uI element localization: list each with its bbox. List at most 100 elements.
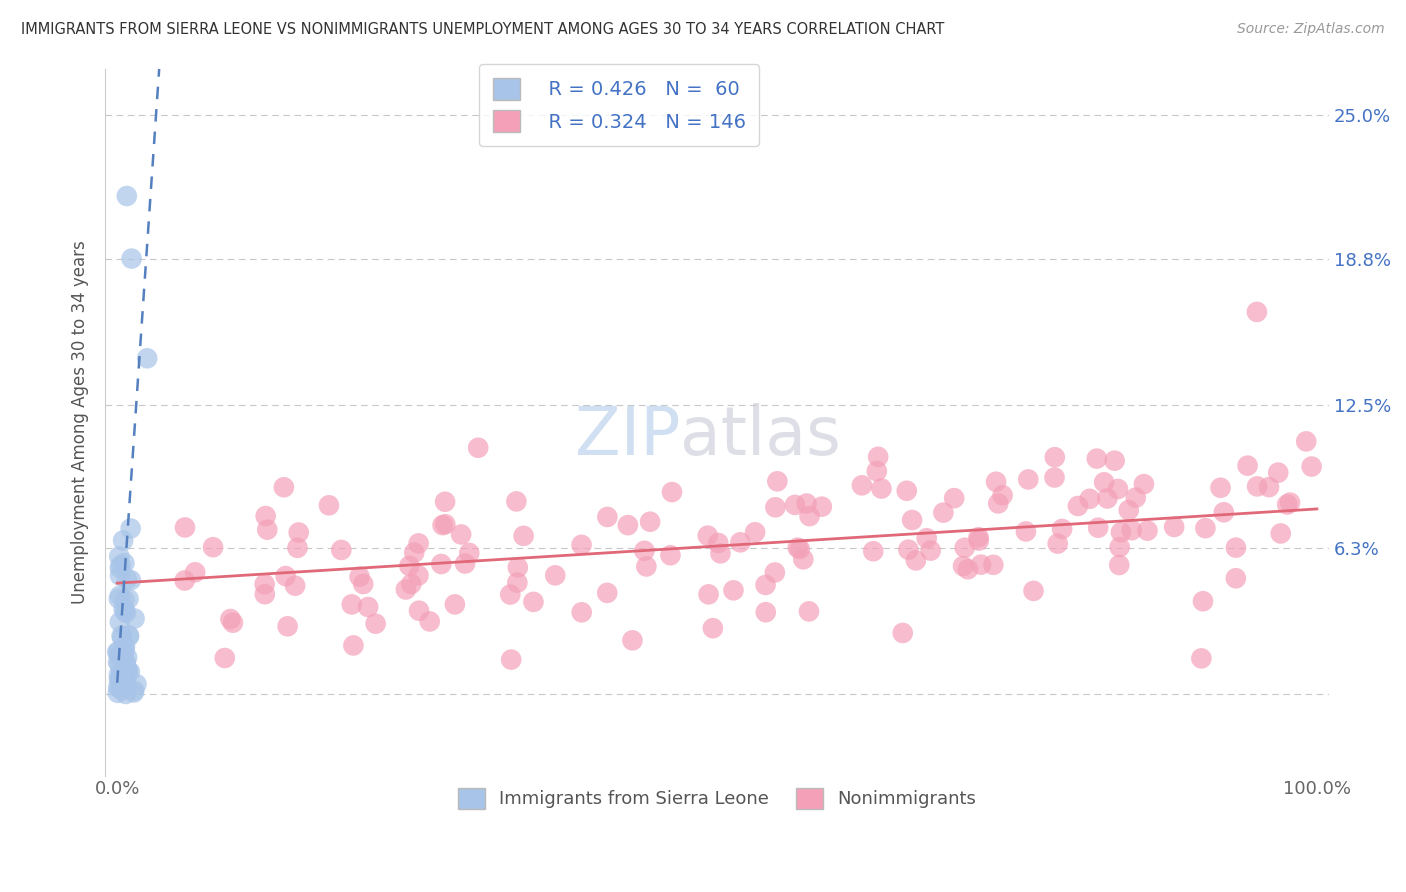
Point bbox=[108, 680, 131, 694]
Point bbox=[967, 533, 990, 548]
Point bbox=[114, 605, 136, 619]
Point bbox=[114, 593, 136, 607]
Point bbox=[222, 615, 245, 630]
Point bbox=[107, 655, 129, 669]
Point bbox=[1225, 571, 1247, 585]
Point bbox=[696, 529, 718, 543]
Point bbox=[330, 543, 353, 558]
Point bbox=[904, 553, 927, 567]
Point bbox=[274, 569, 297, 583]
Point bbox=[434, 495, 457, 509]
Point bbox=[121, 252, 143, 266]
Point bbox=[943, 491, 966, 505]
Point bbox=[797, 604, 820, 618]
Point bbox=[111, 665, 134, 680]
Point bbox=[110, 629, 132, 643]
Point bbox=[112, 602, 135, 616]
Point bbox=[108, 549, 131, 564]
Point bbox=[697, 587, 720, 601]
Point bbox=[1017, 472, 1039, 486]
Point bbox=[1121, 523, 1143, 537]
Point bbox=[796, 496, 818, 510]
Point bbox=[105, 645, 128, 659]
Point bbox=[277, 619, 299, 633]
Point bbox=[118, 629, 141, 643]
Point bbox=[450, 527, 472, 541]
Point bbox=[1136, 524, 1159, 538]
Point bbox=[621, 633, 644, 648]
Point bbox=[108, 657, 131, 671]
Point bbox=[115, 189, 138, 203]
Point bbox=[184, 566, 207, 580]
Point bbox=[792, 552, 814, 566]
Point bbox=[866, 464, 889, 478]
Point bbox=[1097, 491, 1119, 506]
Point bbox=[786, 541, 808, 555]
Point bbox=[342, 639, 364, 653]
Point bbox=[636, 559, 658, 574]
Point bbox=[273, 480, 295, 494]
Point bbox=[115, 572, 138, 586]
Text: ZIP: ZIP bbox=[575, 403, 681, 469]
Point bbox=[896, 483, 918, 498]
Point bbox=[112, 646, 135, 660]
Point bbox=[1085, 451, 1108, 466]
Point bbox=[432, 518, 454, 533]
Point bbox=[110, 558, 132, 573]
Point bbox=[1189, 651, 1212, 665]
Point bbox=[112, 665, 135, 680]
Point bbox=[967, 530, 990, 544]
Point bbox=[915, 531, 938, 545]
Point bbox=[107, 644, 129, 658]
Point bbox=[638, 515, 661, 529]
Point bbox=[408, 568, 430, 582]
Point bbox=[505, 494, 527, 508]
Point bbox=[1246, 305, 1268, 319]
Point bbox=[970, 558, 993, 572]
Point bbox=[522, 595, 544, 609]
Point bbox=[287, 525, 309, 540]
Point bbox=[408, 604, 430, 618]
Point bbox=[506, 575, 529, 590]
Point bbox=[122, 685, 145, 699]
Point bbox=[120, 573, 142, 587]
Point bbox=[108, 615, 131, 629]
Point bbox=[357, 599, 380, 614]
Point bbox=[110, 646, 132, 660]
Point bbox=[467, 441, 489, 455]
Point bbox=[571, 538, 593, 552]
Point bbox=[398, 558, 420, 573]
Point bbox=[501, 652, 523, 666]
Point bbox=[352, 577, 374, 591]
Point bbox=[1043, 450, 1066, 465]
Point bbox=[499, 588, 522, 602]
Point bbox=[1194, 521, 1216, 535]
Point bbox=[364, 616, 387, 631]
Point bbox=[340, 598, 363, 612]
Legend: Immigrants from Sierra Leone, Nonimmigrants: Immigrants from Sierra Leone, Nonimmigra… bbox=[450, 780, 984, 816]
Point bbox=[1258, 480, 1281, 494]
Point bbox=[1225, 541, 1247, 555]
Point bbox=[1108, 558, 1130, 572]
Point bbox=[1022, 583, 1045, 598]
Point bbox=[110, 673, 132, 687]
Point bbox=[862, 544, 884, 558]
Point bbox=[434, 517, 457, 532]
Y-axis label: Unemployment Among Ages 30 to 34 years: Unemployment Among Ages 30 to 34 years bbox=[72, 240, 89, 604]
Point bbox=[114, 556, 136, 570]
Point bbox=[253, 587, 276, 601]
Point bbox=[120, 521, 142, 535]
Point bbox=[596, 510, 619, 524]
Point bbox=[984, 475, 1007, 489]
Point bbox=[108, 673, 131, 687]
Point bbox=[110, 665, 132, 680]
Point bbox=[789, 542, 811, 557]
Point bbox=[110, 665, 132, 679]
Point bbox=[754, 578, 776, 592]
Point bbox=[112, 533, 135, 548]
Point bbox=[633, 543, 655, 558]
Point bbox=[219, 612, 242, 626]
Point bbox=[110, 681, 132, 695]
Point bbox=[408, 536, 430, 550]
Point bbox=[108, 568, 131, 582]
